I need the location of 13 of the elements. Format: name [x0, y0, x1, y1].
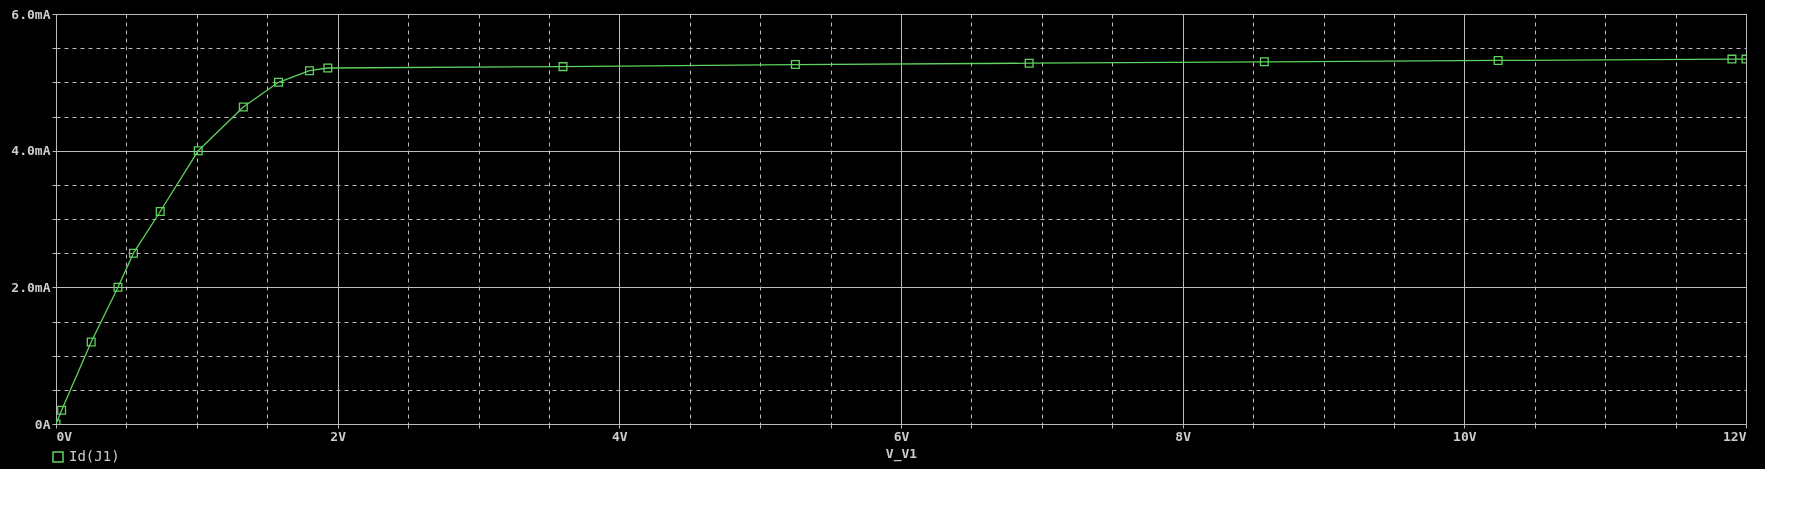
x-tick-label: 6V	[893, 428, 910, 444]
y-tick-label: 4.0mA	[11, 143, 51, 159]
legend-label: Id(J1)	[69, 448, 120, 464]
x-axis-title: V_V1	[885, 445, 918, 462]
y-tick-label: 6.0mA	[11, 6, 51, 22]
y-tick-label: 0A	[34, 416, 51, 432]
x-tick-label: 12V	[1723, 428, 1747, 444]
x-tick-label: 4V	[612, 428, 628, 444]
x-tick-label: 2V	[330, 428, 347, 444]
y-tick-label: 2.0mA	[11, 279, 51, 295]
x-tick-label: 8V	[1175, 428, 1192, 444]
x-tick-label: 0V	[56, 428, 73, 444]
x-tick-label: 10V	[1453, 428, 1477, 444]
